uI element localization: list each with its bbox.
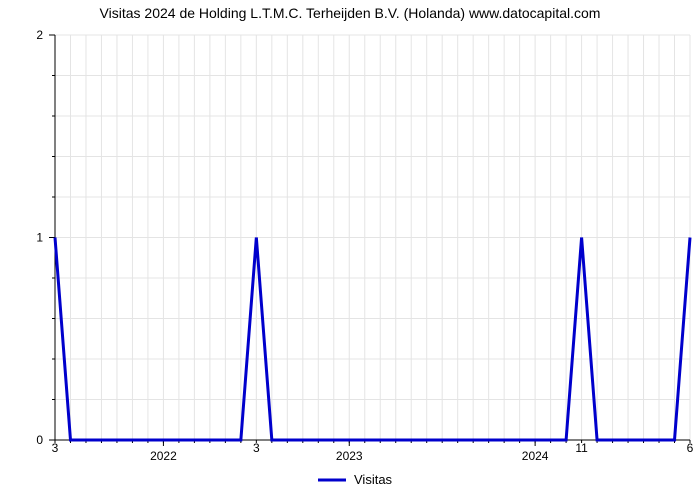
point-label: 3 xyxy=(52,441,59,455)
x-tick-label: 2023 xyxy=(336,449,363,463)
x-tick-label: 2024 xyxy=(522,449,549,463)
chart-title: Visitas 2024 de Holding L.T.M.C. Terheij… xyxy=(100,5,601,21)
legend-label: Visitas xyxy=(354,472,393,487)
y-tick-label: 2 xyxy=(36,28,43,42)
y-tick-label: 1 xyxy=(36,231,43,245)
point-label: 3 xyxy=(253,441,260,455)
line-chart: Visitas 2024 de Holding L.T.M.C. Terheij… xyxy=(0,0,700,500)
x-tick-label: 2022 xyxy=(150,449,177,463)
point-label: 6 xyxy=(687,441,694,455)
point-label: 11 xyxy=(575,441,588,455)
chart-container: Visitas 2024 de Holding L.T.M.C. Terheij… xyxy=(0,0,700,500)
y-tick-label: 0 xyxy=(36,433,43,447)
